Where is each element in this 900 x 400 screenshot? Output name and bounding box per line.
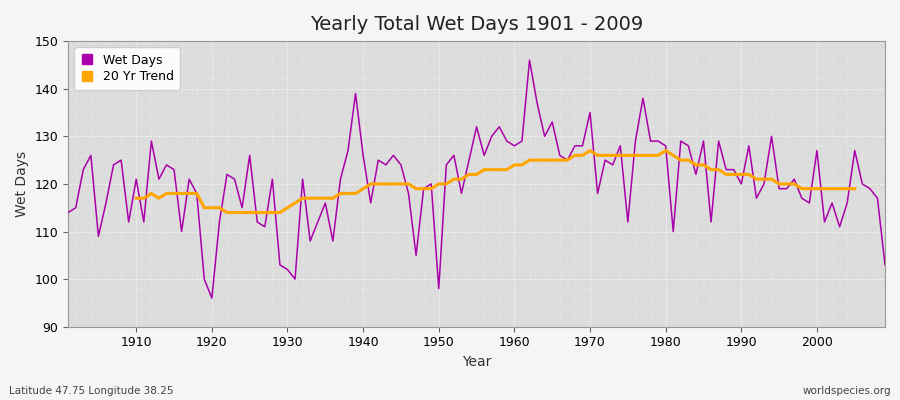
Wet Days: [297, 177, 308, 182]
20 Yr Trend: [850, 186, 860, 191]
Wet Days: [524, 58, 535, 62]
20 Yr Trend: [524, 158, 535, 162]
Title: Yearly Total Wet Days 1901 - 2009: Yearly Total Wet Days 1901 - 2009: [310, 15, 644, 34]
Text: Latitude 47.75 Longitude 38.25: Latitude 47.75 Longitude 38.25: [9, 386, 174, 396]
20 Yr Trend: [130, 196, 141, 200]
Line: Wet Days: Wet Days: [68, 60, 885, 298]
Wet Days: [63, 210, 74, 215]
Wet Days: [615, 144, 626, 148]
20 Yr Trend: [585, 148, 596, 153]
20 Yr Trend: [804, 186, 814, 191]
Y-axis label: Wet Days: Wet Days: [15, 151, 29, 217]
Wet Days: [343, 148, 354, 153]
20 Yr Trend: [501, 167, 512, 172]
Wet Days: [509, 144, 520, 148]
Wet Days: [123, 220, 134, 224]
X-axis label: Year: Year: [462, 355, 491, 369]
Wet Days: [517, 139, 527, 144]
Wet Days: [206, 296, 217, 300]
20 Yr Trend: [448, 177, 459, 182]
20 Yr Trend: [343, 191, 354, 196]
Line: 20 Yr Trend: 20 Yr Trend: [136, 150, 855, 212]
20 Yr Trend: [237, 210, 248, 215]
Legend: Wet Days, 20 Yr Trend: Wet Days, 20 Yr Trend: [75, 47, 180, 90]
20 Yr Trend: [221, 210, 232, 215]
Wet Days: [879, 262, 890, 267]
Text: worldspecies.org: worldspecies.org: [803, 386, 891, 396]
